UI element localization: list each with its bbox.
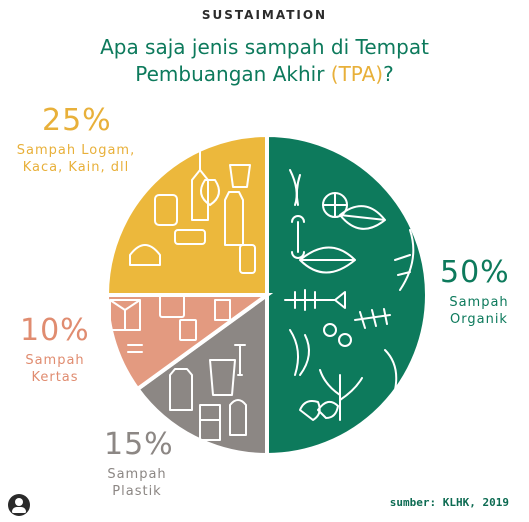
paper-icon [179, 319, 197, 341]
slice-label-kertas-line2: Kertas [31, 370, 79, 385]
pct-label-kertas: 10% [20, 313, 90, 348]
avatar-icon[interactable] [8, 494, 30, 516]
fish-bone-icon [284, 289, 346, 311]
pct-label-logam: 25% [42, 103, 112, 138]
chart-title: Apa saja jenis sampah di Tempat Pembuang… [0, 34, 529, 88]
stem-icon [384, 349, 398, 391]
paper-cup-icon [214, 299, 231, 321]
leaf-icon [339, 205, 386, 230]
source-note: sumber: KLHK, 2019 [389, 496, 509, 509]
plastic-bag-icon [169, 368, 193, 411]
jar-icon [224, 191, 244, 246]
slice-label-kertas: Sampah Kertas [10, 352, 100, 386]
sprout-icon [289, 329, 310, 376]
pie-slice-kaca-kain-dll [104, 132, 269, 297]
straw-icon [234, 344, 246, 376]
pie-slice-kertas [104, 293, 274, 392]
chart-title-line2: Pembuangan Akhir (TPA)? [0, 61, 529, 88]
pct-label-plastik: 15% [104, 427, 174, 462]
plastic-bottle-icon [199, 404, 221, 441]
slice-label-logam-line1: Sampah Logam, [16, 143, 136, 158]
can-icon [239, 244, 256, 274]
plastic-cup-icon [209, 359, 236, 396]
flower-icon [323, 323, 337, 337]
can-icon [154, 194, 178, 226]
cloth-icon [200, 179, 220, 206]
slice-label-organik: Sampah Organik [434, 294, 524, 328]
slice-label-kertas-line1: Sampah [25, 353, 85, 368]
slice-label-plastik: Sampah Plastik [92, 466, 182, 500]
slice-label-logam-line2: Kaca, Kain, dll [22, 160, 130, 175]
chart-title-line2-pre: Pembuangan Akhir [135, 62, 331, 86]
chart-title-line2-post: ? [383, 62, 394, 86]
pie-slice-organik [265, 132, 429, 458]
slice-label-logam: Sampah Logam, Kaca, Kain, dll [6, 142, 146, 176]
book-icon [109, 299, 141, 331]
battery-icon [174, 229, 206, 245]
box-icon [159, 294, 185, 318]
bone-icon [291, 215, 305, 259]
slice-label-plastik-line1: Sampah [107, 467, 167, 482]
chart-title-line1: Apa saja jenis sampah di Tempat [100, 35, 429, 59]
carrot-icon [289, 169, 301, 206]
fish-bone-icon [354, 308, 391, 329]
citrus-icon [322, 192, 348, 218]
lightbulb-icon [129, 244, 161, 266]
slice-label-organik-line2: Organik [450, 312, 508, 327]
branch-icon [394, 229, 415, 291]
egg-shell-icon [299, 400, 339, 421]
plant-icon [319, 369, 363, 421]
flower-icon [338, 333, 352, 347]
pct-label-organik: 50% [440, 255, 510, 290]
brand-logo: SUSTAIMATION [201, 8, 328, 22]
slice-label-organik-line1: Sampah [449, 295, 509, 310]
leaf-icon [299, 246, 356, 274]
pie-slice-plastik [134, 291, 269, 458]
slice-label-plastik-line2: Plastik [112, 484, 162, 499]
cup-icon [229, 164, 251, 188]
plastic-bag-icon [229, 399, 247, 436]
chart-title-highlight: (TPA) [330, 62, 384, 86]
paper-icon [127, 344, 143, 353]
